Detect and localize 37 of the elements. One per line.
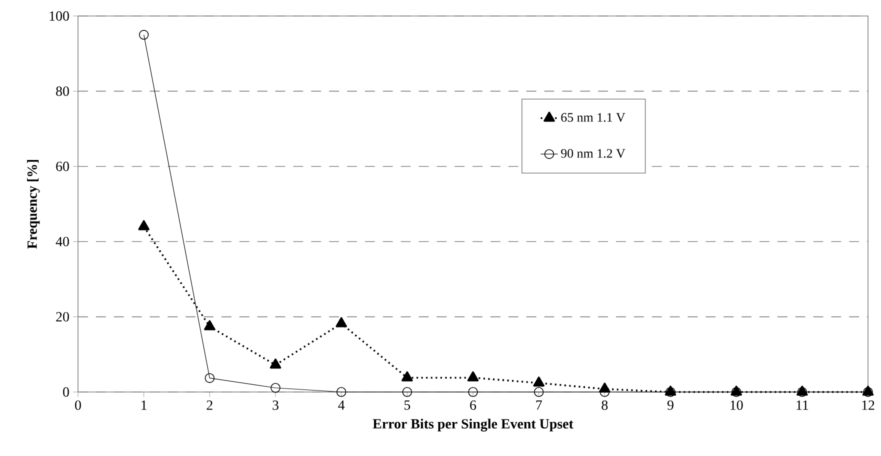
- x-tick-label: 2: [206, 400, 212, 410]
- x-tick-label: 6: [470, 400, 476, 410]
- x-tick-label: 8: [602, 400, 608, 410]
- x-tick-label: 10: [730, 400, 743, 410]
- x-tick-label: 11: [796, 400, 808, 410]
- x-axis-title: Error Bits per Single Event Upset: [372, 418, 574, 432]
- y-tick-label: 60: [56, 162, 69, 172]
- point: [204, 373, 215, 383]
- y-tick-label: 0: [63, 387, 69, 397]
- legend-label: 65 nm 1.1 V: [561, 113, 626, 122]
- y-axis-title: Frequency [%]: [27, 160, 40, 249]
- x-tick-label: 12: [862, 400, 874, 410]
- point: [336, 387, 346, 397]
- point: [467, 371, 479, 382]
- y-tick-label: 20: [56, 312, 69, 322]
- point: [402, 387, 412, 397]
- point: [270, 382, 280, 393]
- legend-label: 90 nm 1.2 V: [561, 149, 626, 158]
- x-tick-label: 5: [404, 400, 410, 410]
- point: [138, 30, 149, 40]
- x-tick-label: 3: [272, 400, 278, 410]
- y-tick-label: 40: [56, 236, 69, 246]
- point: [204, 320, 216, 330]
- x-tick-label: 0: [75, 400, 81, 410]
- point: [138, 220, 150, 230]
- x-tick-label: 1: [142, 400, 146, 410]
- y-tick-label: 100: [50, 11, 69, 21]
- point: [534, 387, 544, 397]
- point: [468, 387, 478, 397]
- point: [336, 317, 347, 328]
- point: [270, 358, 282, 369]
- y-tick-label: 80: [56, 86, 69, 96]
- point: [533, 376, 544, 387]
- x-tick-label: 7: [536, 400, 542, 410]
- x-tick-label: 9: [667, 400, 674, 410]
- x-tick-label: 4: [338, 400, 345, 410]
- point: [402, 371, 413, 382]
